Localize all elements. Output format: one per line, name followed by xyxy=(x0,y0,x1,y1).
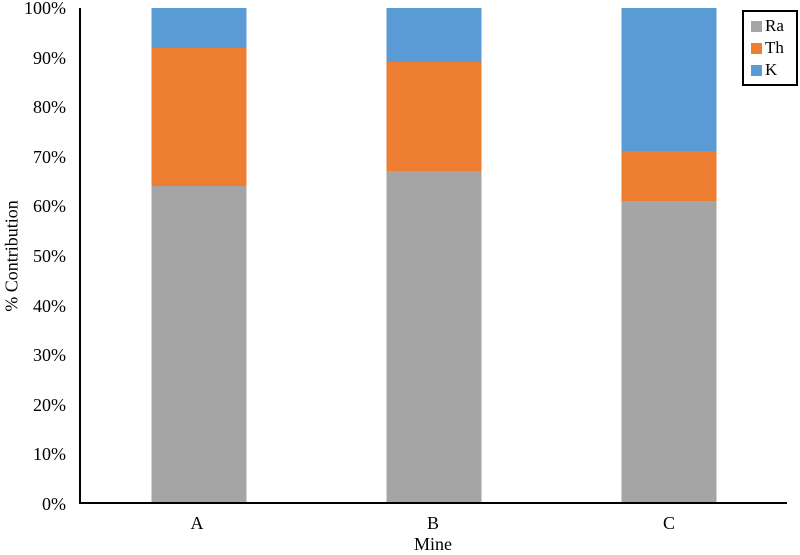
bar-C-segment-Th xyxy=(621,151,717,201)
x-category-label-C: C xyxy=(662,513,676,533)
bar-B-segment-K xyxy=(386,8,482,63)
legend-item-K: K xyxy=(751,60,794,80)
y-tick-label: 0% xyxy=(42,494,66,514)
y-tick-label: 10% xyxy=(33,444,66,465)
plot-area xyxy=(79,8,787,504)
y-tick-label: 30% xyxy=(33,345,66,366)
legend-item-Ra: Ra xyxy=(751,16,794,36)
legend-swatch-Ra xyxy=(751,20,762,32)
bar-C-segment-K xyxy=(621,8,717,152)
bar-C-segment-Ra xyxy=(621,200,717,502)
y-tick-label: 40% xyxy=(33,295,66,316)
legend-item-Th: Th xyxy=(751,38,794,58)
legend-swatch-K xyxy=(751,64,762,76)
legend-label-Th: Th xyxy=(765,38,784,57)
bars-layer xyxy=(81,8,787,502)
legend-label-K: K xyxy=(765,60,778,79)
legend: Ra Th K xyxy=(742,10,798,86)
y-tick-label: 50% xyxy=(33,246,66,266)
bar-A-segment-Th xyxy=(151,47,247,186)
x-axis-title: Mine xyxy=(414,534,452,554)
y-tick-label: 100% xyxy=(24,0,66,18)
legend-label-Ra: Ra xyxy=(765,16,784,35)
y-tick-label: 20% xyxy=(33,394,66,415)
bar-B-segment-Th xyxy=(386,62,482,172)
y-axis-ticks: 0% 10% 20% 30% 40% 50% 60% 70% 80% 90% 100% xyxy=(0,0,72,514)
x-axis-labels: A B C xyxy=(79,512,787,534)
bar-A-segment-K xyxy=(151,8,247,48)
legend-swatch-Th xyxy=(751,42,762,54)
y-tick-label: 90% xyxy=(33,47,66,68)
x-category-label-B: B xyxy=(426,513,440,533)
y-tick-label: 60% xyxy=(33,196,66,217)
bar-A-segment-Ra xyxy=(151,185,247,502)
x-category-label-A: A xyxy=(190,513,204,533)
bar-B-segment-Ra xyxy=(386,171,482,502)
y-tick-label: 80% xyxy=(33,97,66,118)
y-tick-label: 70% xyxy=(33,146,66,167)
